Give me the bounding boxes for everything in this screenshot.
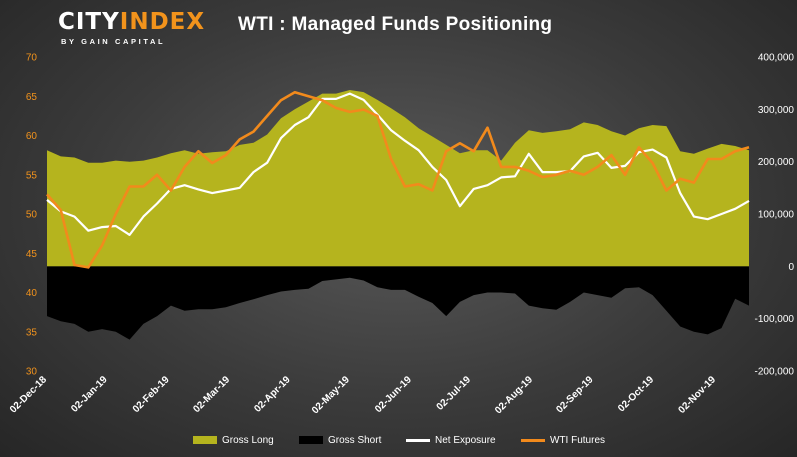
- right-axis-tick: 300,000: [758, 105, 795, 116]
- legend-label: Net Exposure: [435, 434, 496, 446]
- gross-long-area: [47, 90, 749, 267]
- legend-item-net-exposure: Net Exposure: [406, 433, 496, 447]
- legend-swatch-gross-long: [193, 436, 217, 444]
- x-axis-tick: 02-Jul-19: [435, 374, 474, 413]
- left-axis-tick: 50: [26, 210, 38, 221]
- x-axis-tick: 02-Oct-19: [616, 374, 656, 414]
- legend-swatch-net-exposure: [406, 438, 430, 442]
- left-axis-tick: 60: [26, 131, 38, 142]
- gross-short-area: [47, 266, 749, 340]
- x-axis-tick: 02-Mar-19: [191, 374, 232, 415]
- left-axis-tick: 65: [26, 92, 38, 103]
- left-axis-tick: 55: [26, 170, 38, 181]
- x-axis-tick: 02-Dec-18: [8, 374, 49, 415]
- x-axis-tick: 02-Sep-19: [554, 374, 595, 415]
- left-axis-tick: 40: [26, 288, 38, 299]
- right-axis: -200,000 -100,000 0 100,000 200,000 300,000 40…: [755, 53, 795, 378]
- legend-swatch-gross-short: [299, 436, 323, 444]
- left-axis-tick: 30: [26, 367, 38, 378]
- legend-item-gross-short: Gross Short: [299, 433, 381, 447]
- x-axis-tick: 02-Feb-19: [131, 374, 172, 415]
- x-axis: 02-Dec-18 02-Jan-19 02-Feb-19 02-Mar-19 02-A…: [8, 374, 718, 416]
- x-axis-tick: 02-Jun-19: [373, 374, 414, 415]
- logo-word-index: INDEX: [119, 9, 206, 35]
- logo-wordmark: CITYINDEX: [58, 8, 205, 36]
- left-axis-tick: 35: [26, 327, 38, 338]
- chart-legend: Gross Long Gross Short Net Exposure WTI Fut…: [0, 433, 797, 447]
- chart-title: WTI : Managed Funds Positioning: [238, 14, 553, 35]
- right-axis-tick: -200,000: [755, 367, 795, 378]
- left-axis-tick: 45: [26, 249, 38, 260]
- city-index-logo: CITYINDEX BY GAIN CAPITAL: [58, 8, 208, 48]
- x-axis-tick: 02-May-19: [310, 374, 352, 416]
- left-axis: 30 35 40 45 50 55 60 65 70: [26, 53, 38, 378]
- legend-label: Gross Long: [222, 434, 274, 446]
- right-axis-tick: 200,000: [758, 157, 795, 168]
- wti-futures-line: [46, 91, 750, 269]
- line-layer: [46, 91, 750, 269]
- x-axis-tick: 02-Nov-19: [676, 374, 718, 416]
- x-axis-tick: 02-Jan-19: [69, 374, 110, 415]
- right-axis-tick: 0: [788, 262, 794, 273]
- left-axis-tick: 70: [26, 53, 38, 64]
- x-axis-tick: 02-Apr-19: [252, 374, 293, 415]
- x-axis-tick: 02-Aug-19: [493, 374, 535, 416]
- logo-word-city: CITY: [58, 9, 120, 35]
- right-axis-tick: 100,000: [758, 210, 795, 221]
- legend-label: WTI Futures: [550, 434, 606, 446]
- logo-tagline: BY GAIN CAPITAL: [61, 37, 166, 46]
- legend-swatch-wti-futures: [521, 438, 545, 442]
- legend-label: Gross Short: [328, 434, 382, 446]
- legend-item-wti-futures: WTI Futures: [521, 433, 605, 447]
- right-axis-tick: 400,000: [758, 53, 795, 64]
- legend-item-gross-long: Gross Long: [193, 433, 274, 447]
- area-layer: [47, 90, 749, 340]
- right-axis-tick: -100,000: [755, 314, 795, 325]
